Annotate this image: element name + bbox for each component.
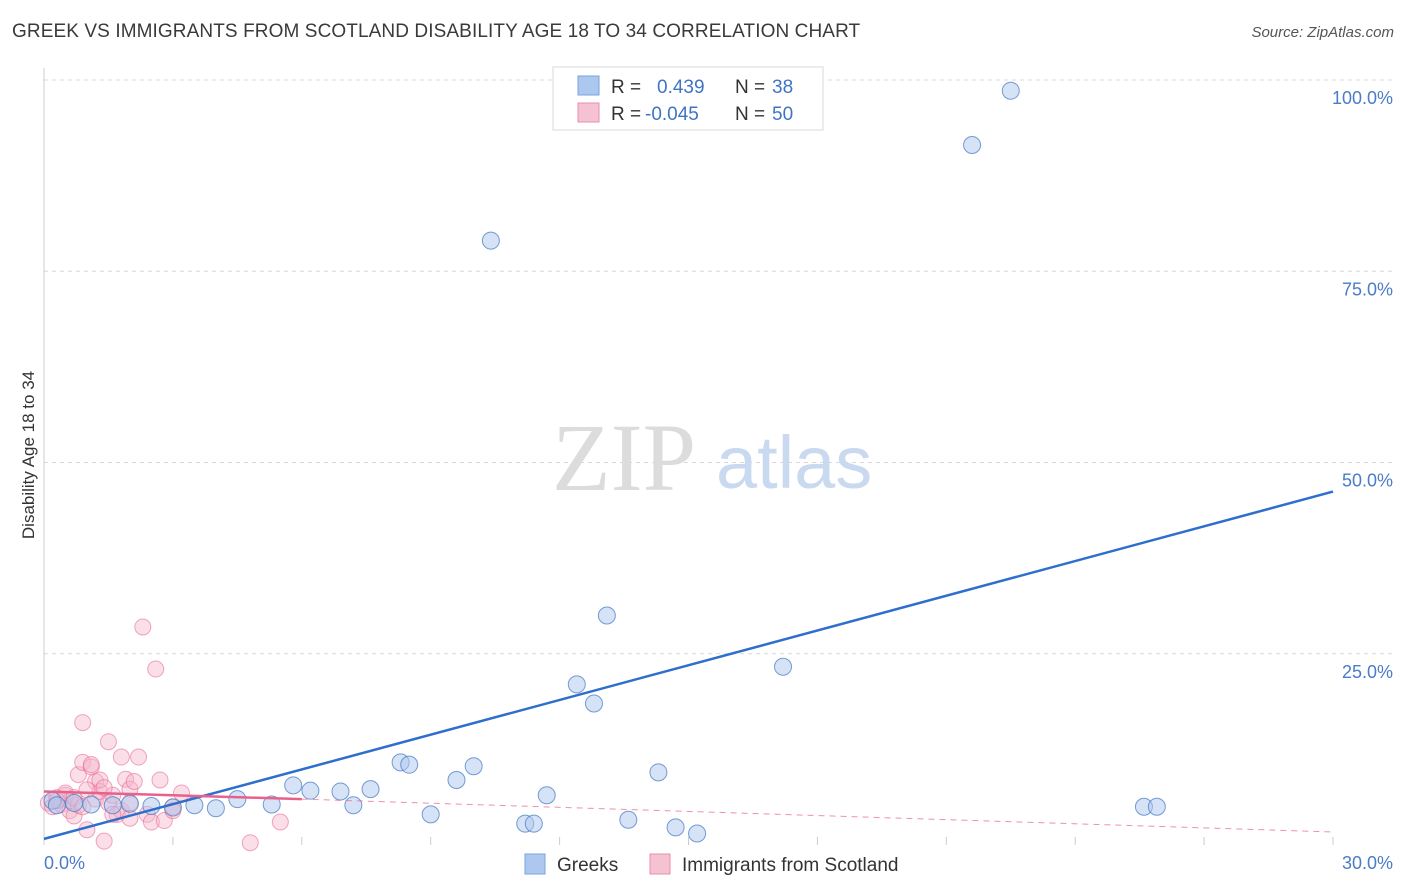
- greeks-point: [666, 818, 685, 837]
- legend-r-value-2: -0.045: [645, 104, 699, 125]
- legend-n-value-2: 50: [772, 104, 793, 125]
- watermark-atlas: atlas: [716, 421, 872, 504]
- y-axis-label: Disability Age 18 to 34: [19, 371, 38, 539]
- scotland-point: [95, 779, 113, 797]
- y-tick-label: 50.0%: [1342, 471, 1393, 491]
- y-tick-label: 100.0%: [1332, 88, 1393, 108]
- greeks-point: [688, 824, 707, 843]
- greeks-point: [481, 231, 500, 250]
- legend-r-label-1: R =: [611, 77, 641, 98]
- greeks-point: [597, 606, 616, 625]
- scotland-point: [99, 733, 117, 751]
- greeks-point: [361, 780, 380, 799]
- greeks-point: [619, 810, 638, 829]
- scotland-point: [172, 784, 190, 802]
- scotland-point: [95, 832, 113, 850]
- greeks-point: [1147, 797, 1166, 816]
- scotland-trendline: [43, 790, 302, 801]
- greeks-point: [301, 781, 320, 800]
- scotland-point: [271, 813, 289, 831]
- scotland-point: [82, 756, 100, 774]
- legend-r-value-1: 0.439: [657, 77, 705, 98]
- watermark-zip: ZIP: [552, 404, 696, 511]
- bottom-legend-greeks: Greeks: [557, 855, 618, 876]
- scotland-point: [241, 834, 259, 852]
- legend-r-label-2: R =: [611, 104, 641, 125]
- greeks-point: [584, 694, 603, 713]
- bottom-legend-scotland: Immigrants from Scotland: [682, 855, 898, 876]
- legend-n-value-1: 38: [772, 77, 793, 98]
- greeks-point: [649, 763, 668, 782]
- greeks-point: [47, 796, 66, 815]
- y-tick-labels: 25.0% 50.0% 75.0% 100.0%: [1332, 88, 1393, 682]
- greeks-point: [65, 793, 84, 812]
- bottom-legend: Greeks Immigrants from Scotland: [524, 853, 898, 876]
- y-tick-label: 25.0%: [1342, 662, 1393, 682]
- legend-swatch-scotland: [577, 102, 600, 123]
- greeks-point: [120, 794, 139, 813]
- greeks-point: [284, 776, 303, 795]
- greeks-point: [464, 757, 483, 776]
- y-tick-label: 75.0%: [1342, 279, 1393, 299]
- legend-swatch-greeks: [577, 75, 600, 96]
- x-tick-marks: [43, 837, 1334, 845]
- x-tick-label-min: 0.0%: [44, 853, 85, 873]
- source-label: Source: ZipAtlas.com: [1251, 24, 1394, 41]
- scotland-point: [134, 618, 152, 636]
- greeks-point: [421, 805, 440, 824]
- greeks-point: [206, 799, 225, 818]
- bottom-legend-swatch-greeks: [524, 853, 546, 875]
- greeks-point: [103, 796, 122, 815]
- greeks-point: [1001, 81, 1020, 100]
- greeks-point: [344, 796, 363, 815]
- scotland-point: [130, 748, 148, 766]
- scotland-point: [125, 773, 143, 791]
- greeks-point: [447, 770, 466, 789]
- scotland-point: [151, 771, 169, 789]
- gridlines: [44, 79, 1393, 655]
- greeks-trendline: [43, 490, 1334, 841]
- greeks-point: [537, 786, 556, 805]
- legend-n-label-2: N =: [735, 104, 765, 125]
- greeks-point: [262, 795, 281, 814]
- bottom-legend-swatch-scotland: [649, 853, 671, 875]
- greeks-point: [228, 790, 247, 809]
- scotland-trendline-extension: [301, 798, 1334, 833]
- scotland-point: [74, 714, 92, 732]
- chart-title: GREEK VS IMMIGRANTS FROM SCOTLAND DISABI…: [12, 21, 861, 42]
- greeks-point: [524, 814, 543, 833]
- scotland-point: [78, 781, 96, 799]
- scotland-point: [147, 660, 165, 678]
- legend-n-label-1: N =: [735, 77, 765, 98]
- x-tick-label-max: 30.0%: [1342, 853, 1393, 873]
- greeks-point: [331, 782, 350, 801]
- greeks-point: [400, 755, 419, 774]
- greeks-point: [963, 136, 982, 155]
- trendlines: [43, 490, 1334, 841]
- greeks-point: [82, 795, 101, 814]
- scotland-point: [112, 748, 130, 766]
- legend-box: R = 0.439 N = 38 R = -0.045 N = 50: [552, 66, 824, 131]
- greeks-point: [774, 657, 793, 676]
- greeks-point: [567, 675, 586, 694]
